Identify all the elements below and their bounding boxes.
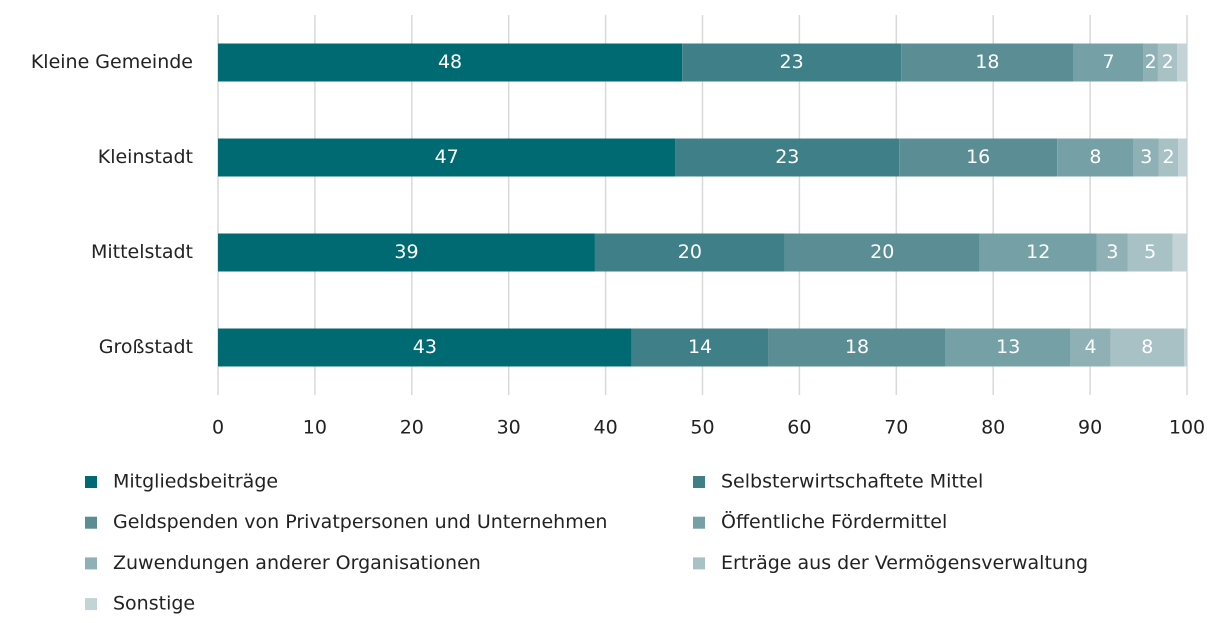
data-label: 2 [1163,146,1175,168]
x-tick-label: 0 [212,417,224,439]
x-tick-label: 70 [884,417,908,439]
legend-swatch [85,557,97,570]
data-label: 2 [1162,51,1174,73]
data-label: 3 [1106,241,1118,263]
legend-label: Zuwendungen anderer Organisationen [113,552,481,574]
x-tick-label: 50 [690,417,714,439]
bar-segment [1158,138,1179,177]
data-label: 2 [1145,51,1157,73]
legend-label: Sonstige [113,593,195,615]
data-label: 18 [975,51,999,73]
legend-label: Geldspenden von Privatpersonen und Unter… [113,511,607,533]
bar-segment [1096,233,1128,272]
category-label: Großstadt [99,336,193,358]
data-label: 20 [870,241,894,263]
legend-swatch [693,557,705,570]
data-label: 23 [780,51,804,73]
data-label: 8 [1141,336,1153,358]
bar-segment [1172,233,1187,272]
x-tick-label: 80 [981,417,1005,439]
bar-segment [682,43,902,82]
legend-swatch [693,476,705,488]
data-label: 43 [413,336,437,358]
legend-label: Mitgliedsbeiträge [113,471,278,493]
bar-segment [594,233,785,272]
bar-segment [218,138,676,177]
bar-segment [1073,43,1144,82]
bar-segment [218,233,595,272]
category-label: Kleine Gemeinde [31,51,193,73]
bar-segment [945,328,1071,367]
bar-segment [768,328,946,367]
bar-segment [979,233,1097,272]
bar-segment [1110,328,1185,367]
x-tick-label: 10 [303,417,327,439]
legend-swatch [85,598,97,611]
bar-segment [1127,233,1173,272]
bar-segment [901,43,1074,82]
data-label: 47 [435,146,459,168]
data-label: 23 [775,146,799,168]
legend-swatch [85,516,97,529]
data-label: 13 [996,336,1020,358]
bar-segment [631,328,769,367]
bar-segment [899,138,1058,177]
data-label: 7 [1102,51,1114,73]
x-tick-label: 30 [497,417,521,439]
data-label: 18 [845,336,869,358]
data-label: 12 [1026,241,1050,263]
x-tick-label: 60 [787,417,811,439]
bar-segment [1177,43,1187,82]
bar-segment [1143,43,1158,82]
legend-swatch [85,476,97,488]
data-label: 48 [438,51,462,73]
data-label: 39 [394,241,418,263]
bar-segment [218,43,683,82]
category-label: Kleinstadt [98,146,193,168]
bar-segment [1184,328,1187,367]
bar-segment [1178,138,1187,177]
bar-segment [218,328,632,367]
bar-segment [1133,138,1159,177]
x-tick-label: 20 [400,417,424,439]
legend-label: Erträge aus der Vermögensverwaltung [721,552,1088,574]
x-tick-label: 90 [1078,417,1102,439]
data-label: 3 [1140,146,1152,168]
legend-label: Selbsterwirtschaftete Mittel [721,471,983,493]
legend-label: Öffentliche Fördermittel [721,510,947,533]
bar-segment [1157,43,1178,82]
legend-swatch [693,516,705,529]
bar-segment [1070,328,1111,367]
data-label: 4 [1085,336,1097,358]
data-label: 14 [688,336,712,358]
bar-segment [675,138,900,177]
category-label: Mittelstadt [91,241,193,263]
bar-segment [784,233,980,272]
x-tick-label: 100 [1169,417,1205,439]
data-label: 5 [1144,241,1156,263]
data-label: 8 [1089,146,1101,168]
data-label: 16 [966,146,990,168]
bar-segment [1057,138,1134,177]
data-label: 20 [678,241,702,263]
x-tick-label: 40 [594,417,618,439]
